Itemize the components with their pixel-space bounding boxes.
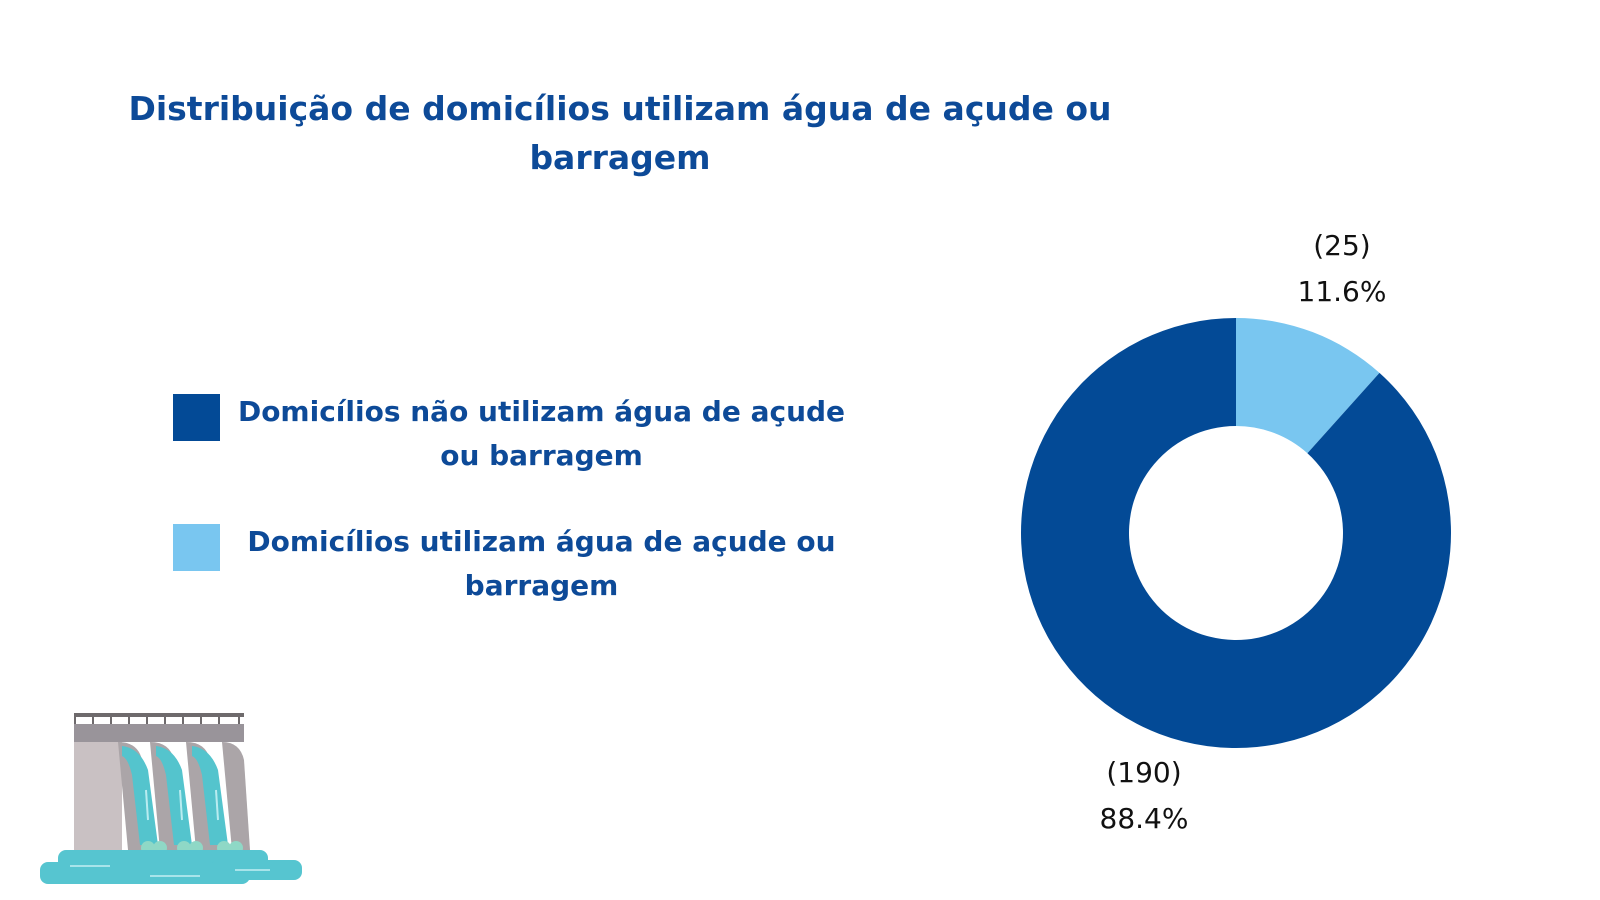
legend-item-nao-utilizam: Domicílios não utilizam água de açude ou…	[173, 390, 853, 480]
donut-slice-nao-utilizam	[1020, 318, 1451, 748]
legend-label: Domicílios não utilizam água de açude ou…	[237, 395, 846, 472]
data-label-count-nao-utilizam: (190)	[1106, 756, 1181, 789]
legend-label: Domicílios utilizam água de açude ou bar…	[247, 525, 836, 602]
data-label-percent-utilizam: 11.6%	[1298, 275, 1387, 308]
donut-slice-utilizam	[1236, 318, 1380, 454]
chart-title: Distribuição de domicílios utilizam água…	[128, 89, 1112, 177]
legend-swatch-light-blue	[173, 524, 220, 571]
donut-slices	[1020, 318, 1451, 748]
legend-item-utilizam: Domicílios utilizam água de açude ou bar…	[173, 520, 853, 610]
legend-swatch-dark-blue	[173, 394, 220, 441]
dam-icon	[40, 713, 302, 884]
data-label-count-utilizam: (25)	[1313, 229, 1370, 262]
data-label-percent-nao-utilizam: 88.4%	[1100, 802, 1189, 835]
